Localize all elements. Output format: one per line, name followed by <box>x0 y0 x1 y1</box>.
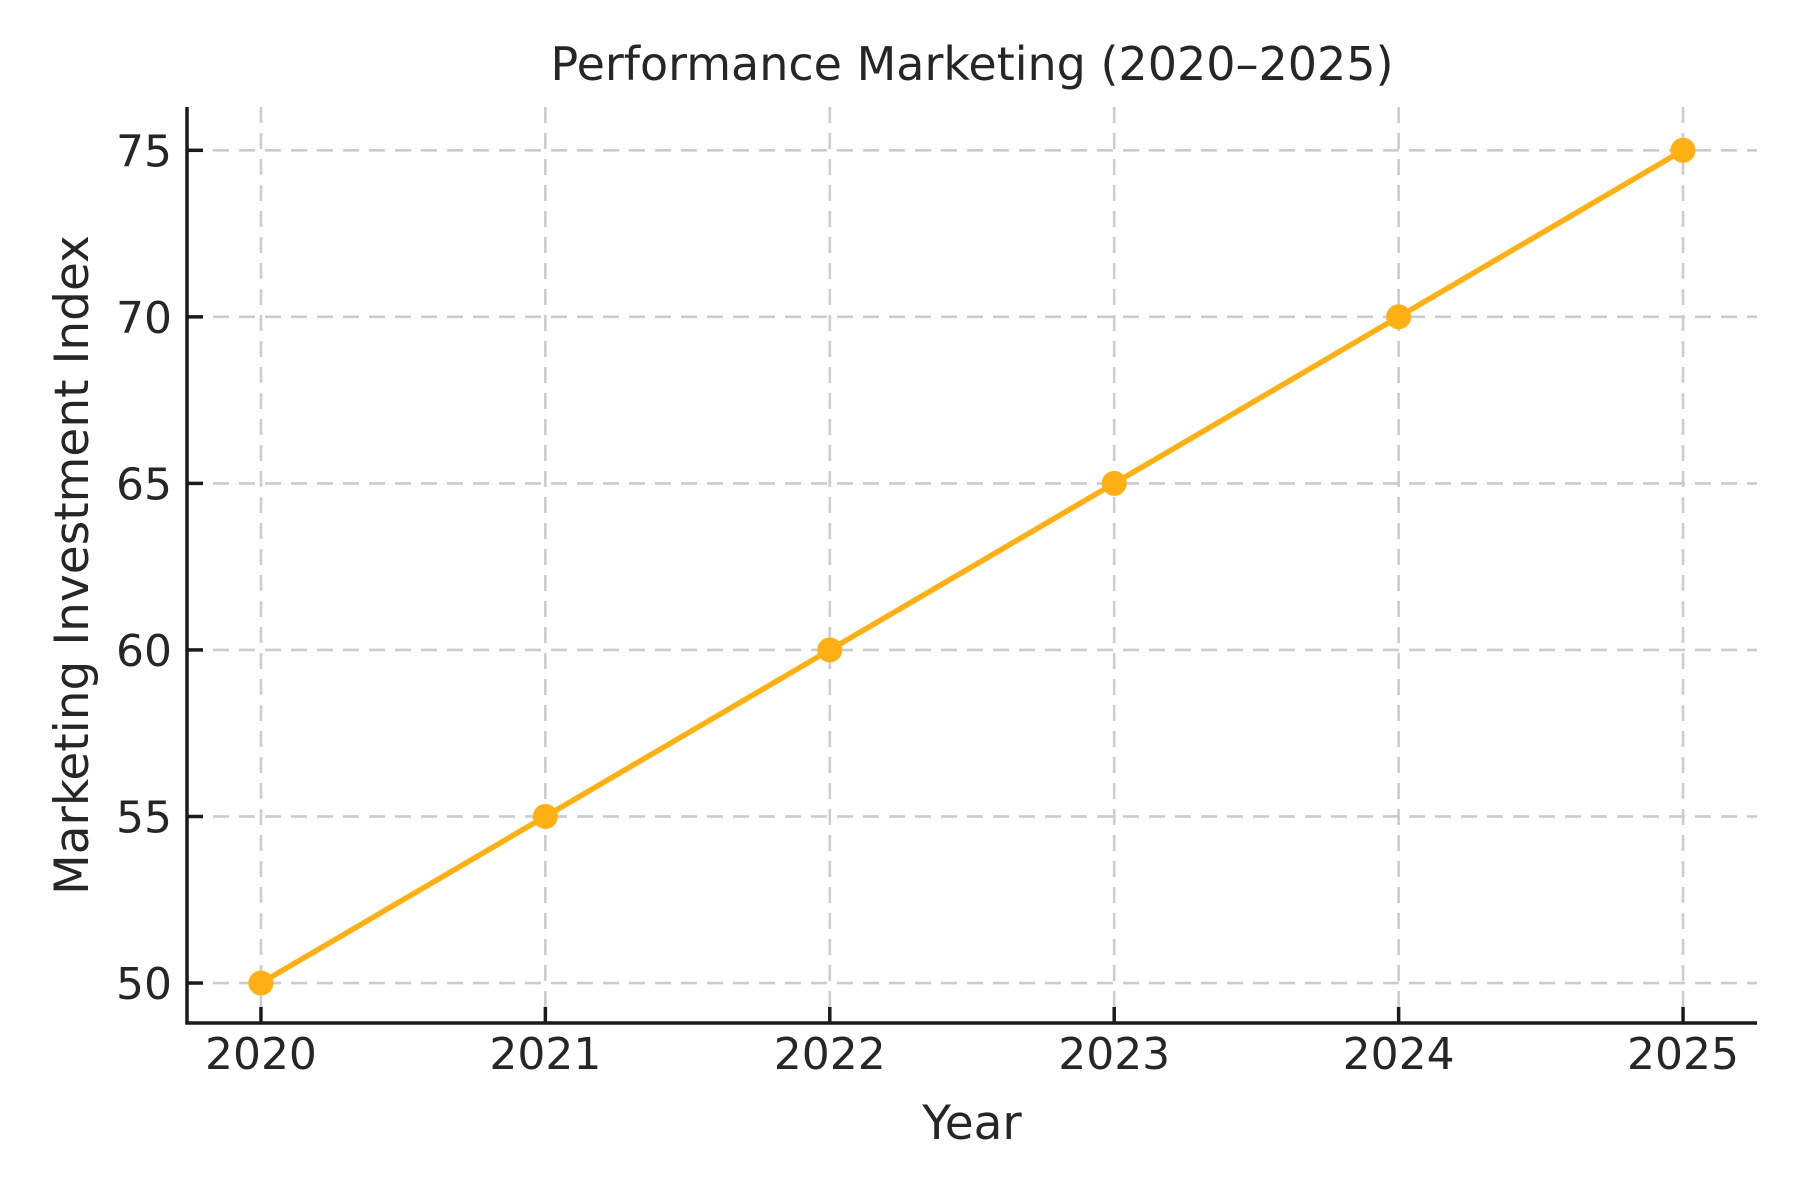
chart-title: Performance Marketing (2020–2025) <box>550 37 1393 91</box>
y-axis-label: Marketing Investment Index <box>45 235 100 895</box>
data-point-2025 <box>1670 137 1696 163</box>
y-tick-label: 70 <box>116 293 172 344</box>
data-point-2023 <box>1101 470 1127 496</box>
y-tick-label: 50 <box>116 959 172 1010</box>
y-tick-label: 65 <box>116 459 172 510</box>
data-point-2020 <box>248 970 274 996</box>
y-tick-label: 75 <box>116 126 172 177</box>
y-tick-label: 55 <box>116 792 172 843</box>
x-tick-label: 2025 <box>1627 1029 1739 1080</box>
x-axis-label: Year <box>921 1096 1022 1151</box>
x-tick-label: 2023 <box>1058 1029 1170 1080</box>
y-tick-label: 60 <box>116 626 172 677</box>
plot-area: 2020 2021 2022 2023 2024 2025 50 55 60 65 70 75 <box>116 107 1757 1080</box>
data-point-2024 <box>1386 304 1412 330</box>
x-tick-label: 2024 <box>1343 1029 1455 1080</box>
data-point-2022 <box>817 637 843 663</box>
x-tick-label: 2020 <box>205 1029 317 1080</box>
data-point-2021 <box>532 803 558 829</box>
x-tick-label: 2022 <box>774 1029 886 1080</box>
data-line <box>258 147 1686 986</box>
x-tick-label: 2021 <box>489 1029 601 1080</box>
